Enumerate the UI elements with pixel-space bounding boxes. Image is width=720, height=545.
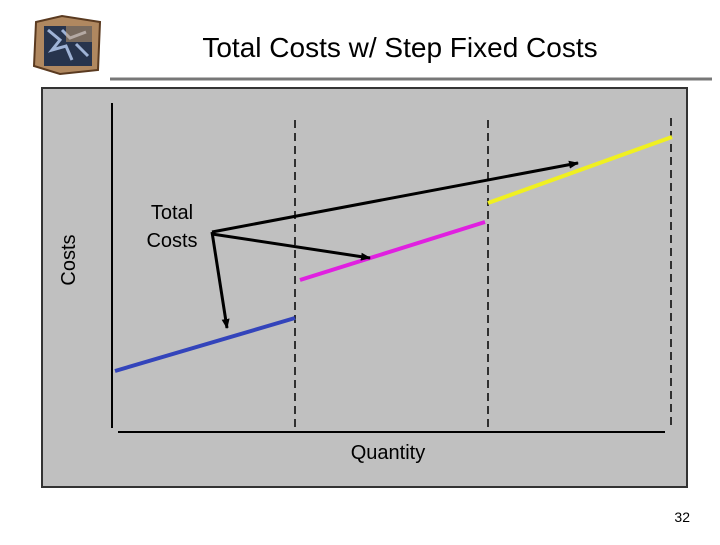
logo	[32, 14, 102, 76]
x-axis-label: Quantity	[351, 442, 425, 464]
cost-segment-3	[487, 135, 673, 205]
annotation-line: Costs	[146, 230, 197, 252]
page-number: 32	[674, 509, 690, 525]
cost-segment-2	[299, 220, 486, 282]
arrow	[211, 232, 371, 261]
cost-segment-1	[114, 316, 296, 373]
arrows	[210, 160, 579, 329]
y-axis-label: Costs	[58, 234, 80, 285]
chart-panel	[41, 87, 688, 488]
arrow	[210, 231, 230, 329]
arrow	[211, 160, 579, 234]
annotation-line: Total	[151, 202, 193, 224]
slide-title: Total Costs w/ Step Fixed Costs	[202, 32, 597, 63]
